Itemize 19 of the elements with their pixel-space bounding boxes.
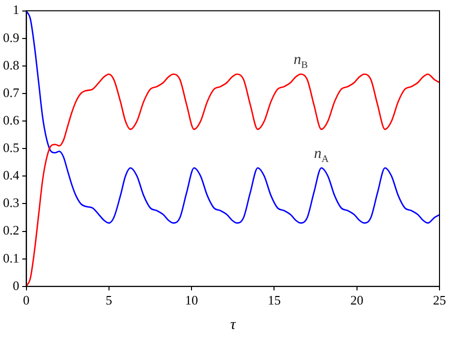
y-tick-label: 0.1 <box>3 250 20 266</box>
x-tick-label: 0 <box>23 292 30 308</box>
y-tick-label: 0.8 <box>3 57 20 72</box>
y-tick-label: 0.4 <box>3 168 20 183</box>
x-tick-label: 25 <box>433 292 446 308</box>
x-axis-title: τ <box>230 316 236 333</box>
y-tick-label: 1 <box>12 2 20 18</box>
y-tick-label: 0.3 <box>3 195 20 210</box>
y-tick-label: 0 <box>12 278 20 293</box>
line-series <box>26 10 440 224</box>
y-tick-label: 0.7 <box>3 84 20 100</box>
x-tick-label: 15 <box>268 292 281 308</box>
x-tick-label: 10 <box>185 292 198 308</box>
y-tick-label: 0.6 <box>3 112 20 128</box>
y-tick-label: 0.2 <box>3 222 20 238</box>
x-tick-label: 5 <box>106 292 112 308</box>
y-tick-label: 0.9 <box>3 30 20 45</box>
x-tick-label: 20 <box>350 292 364 308</box>
y-tick-label: 0.5 <box>3 140 20 156</box>
